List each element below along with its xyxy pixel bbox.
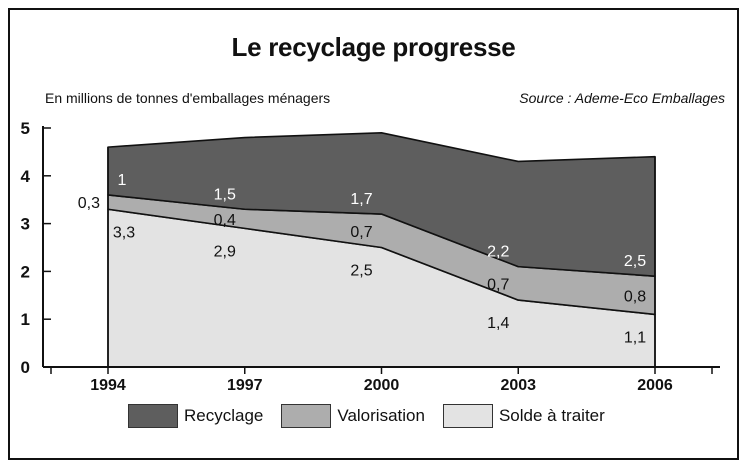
data-label: 0,3	[78, 195, 100, 212]
x-tick-label: 1994	[90, 377, 126, 394]
data-label: 3,3	[113, 224, 135, 241]
chart-source: Source : Ademe-Eco Emballages	[519, 90, 725, 106]
data-label: 1,5	[214, 186, 236, 203]
legend-label-recyclage: Recyclage	[184, 406, 264, 425]
chart-title: Le recyclage progresse	[231, 32, 516, 62]
legend: Recyclage Valorisation Solde à traiter	[128, 404, 605, 428]
data-label: 1,1	[624, 329, 646, 346]
data-label: 0,4	[214, 212, 236, 229]
data-label: 0,8	[624, 288, 646, 305]
x-tick-label: 1997	[227, 377, 263, 394]
data-label: 0,7	[487, 276, 509, 293]
data-label: 2,5	[350, 263, 372, 280]
data-label: 1,7	[350, 191, 372, 208]
legend-swatch-solde	[442, 404, 493, 428]
x-tick-label: 2003	[500, 377, 536, 394]
data-label: 2,5	[624, 253, 646, 270]
legend-item-recyclage: Recyclage	[128, 404, 263, 428]
chart-subtitle: En millions de tonnes d'emballages ménag…	[45, 90, 331, 106]
y-tick-label: 1	[21, 310, 30, 329]
y-tick-label: 3	[21, 215, 30, 234]
y-tick-label: 5	[21, 119, 30, 138]
data-label: 2,2	[487, 244, 509, 261]
y-tick-label: 0	[21, 358, 30, 377]
legend-label-solde: Solde à traiter	[498, 406, 605, 425]
x-tick-label: 2000	[364, 377, 400, 394]
data-label: 1	[118, 172, 127, 189]
data-label: 0,7	[350, 224, 372, 241]
y-tick-label: 2	[21, 262, 30, 281]
legend-swatch-valorisation	[281, 404, 332, 428]
legend-label-valorisation: Valorisation	[337, 406, 425, 425]
data-label: 2,9	[214, 243, 236, 260]
legend-item-valorisation: Valorisation	[281, 404, 425, 428]
x-tick-label: 2006	[637, 377, 673, 394]
data-label: 1,4	[487, 315, 509, 332]
y-tick-label: 4	[21, 167, 31, 186]
legend-item-solde: Solde à traiter	[442, 404, 605, 428]
legend-swatch-recyclage	[128, 404, 178, 428]
